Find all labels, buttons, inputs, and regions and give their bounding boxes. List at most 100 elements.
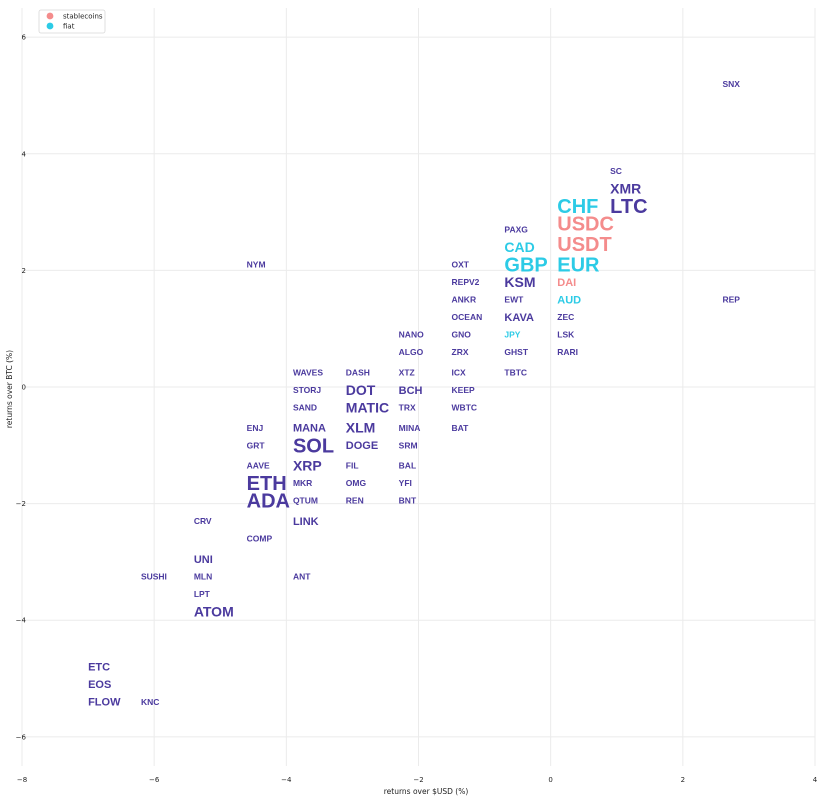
data-label-wbtc: WBTC <box>452 402 478 412</box>
data-label-bat: BAT <box>452 423 470 433</box>
data-label-dash: DASH <box>346 367 370 377</box>
data-label-ankr: ANKR <box>452 295 477 305</box>
data-label-link: LINK <box>293 516 319 528</box>
data-label-eos: EOS <box>88 679 111 691</box>
data-label-enj: ENJ <box>247 423 264 433</box>
data-label-nym: NYM <box>247 260 266 270</box>
data-label-sushi: SUSHI <box>141 571 167 581</box>
legend-frame <box>38 9 106 34</box>
data-label-sol: SOL <box>293 435 334 457</box>
data-label-algo: ALGO <box>399 347 424 357</box>
data-label-mana: MANA <box>293 423 326 435</box>
data-label-uni: UNI <box>194 554 213 566</box>
x-tick-label: 2 <box>681 776 685 784</box>
y-tick-label: 2 <box>22 267 26 275</box>
data-label-atom: ATOM <box>194 603 234 619</box>
y-tick-label: 6 <box>22 34 27 42</box>
data-label-sc: SC <box>610 166 622 176</box>
data-label-nano: NANO <box>399 329 424 339</box>
data-label-xtz: XTZ <box>399 367 415 377</box>
legend-marker-stablecoins <box>46 12 54 20</box>
data-label-srm: SRM <box>399 440 418 450</box>
data-label-ltc: LTC <box>610 196 647 218</box>
data-label-ren: REN <box>346 496 364 506</box>
data-label-matic: MATIC <box>346 399 389 415</box>
data-label-aud: AUD <box>557 294 581 306</box>
data-label-aave: AAVE <box>247 461 270 471</box>
data-label-tbtc: TBTC <box>504 367 527 377</box>
data-label-eth: ETH <box>247 473 287 495</box>
data-label-eur: EUR <box>557 255 600 277</box>
data-label-qtum: QTUM <box>293 496 318 506</box>
data-label-mina: MINA <box>399 423 421 433</box>
data-label-crv: CRV <box>194 516 212 526</box>
y-tick-label: −4 <box>16 617 27 625</box>
data-label-fil: FIL <box>346 461 359 471</box>
data-label-zrx: ZRX <box>452 347 469 357</box>
data-label-mkr: MKR <box>293 478 312 488</box>
x-tick-label: −6 <box>149 776 160 784</box>
data-label-keep: KEEP <box>452 385 475 395</box>
data-label-xlm: XLM <box>346 420 376 436</box>
data-label-ksm: KSM <box>504 274 535 290</box>
x-tick-label: −8 <box>17 776 27 784</box>
legend-marker-fiat <box>46 22 54 30</box>
data-label-usdt: USDT <box>557 234 611 256</box>
data-label-ewt: EWT <box>504 295 524 305</box>
y-tick-label: −2 <box>16 500 26 508</box>
data-label-oxt: OXT <box>452 260 470 270</box>
data-label-sand: SAND <box>293 402 317 412</box>
data-label-rep: REP <box>722 295 740 305</box>
y-tick-label: 0 <box>22 384 26 392</box>
y-tick-label: 4 <box>22 150 27 158</box>
data-label-repv2: REPV2 <box>452 277 480 287</box>
data-label-bal: BAL <box>399 461 416 471</box>
data-label-snx: SNX <box>722 79 740 89</box>
data-label-chf: CHF <box>557 196 598 218</box>
x-tick-label: 0 <box>548 776 552 784</box>
data-label-omg: OMG <box>346 478 367 488</box>
data-label-ocean: OCEAN <box>452 312 483 322</box>
data-label-bnt: BNT <box>399 496 417 506</box>
data-label-lpt: LPT <box>194 589 211 599</box>
data-label-paxg: PAXG <box>504 225 528 235</box>
data-label-mln: MLN <box>194 571 212 581</box>
data-label-kava: KAVA <box>504 312 534 324</box>
data-label-flow: FLOW <box>88 697 121 709</box>
data-label-zec: ZEC <box>557 312 574 322</box>
data-label-comp: COMP <box>247 534 273 544</box>
data-label-storj: STORJ <box>293 385 321 395</box>
grid-lines <box>21 8 816 766</box>
x-axis-label: returns over $USD (%) <box>384 787 469 796</box>
data-label-dot: DOT <box>346 382 376 398</box>
data-label-usdc: USDC <box>557 214 614 236</box>
data-label-rari: RARI <box>557 347 578 357</box>
data-label-doge: DOGE <box>346 440 378 452</box>
data-label-trx: TRX <box>399 402 416 412</box>
data-label-jpy: JPY <box>504 329 520 339</box>
y-axis-label: returns over BTC (%) <box>5 350 14 428</box>
x-tick-label: −4 <box>281 776 292 784</box>
x-tick-label: 4 <box>813 776 818 784</box>
legend-label-fiat: fiat <box>63 23 75 31</box>
y-tick-label: −6 <box>16 733 27 741</box>
data-labels: SNX SC XMR CHF LTC PAXG USDC CAD USDT GBP EUR NYM OX… <box>88 79 740 709</box>
data-label-bch: BCH <box>399 385 423 397</box>
data-label-knc: KNC <box>141 697 159 707</box>
data-label-xrp: XRP <box>293 458 322 474</box>
data-label-ada: ADA <box>247 491 290 513</box>
data-label-yfi: YFI <box>399 478 412 488</box>
data-label-lsk: LSK <box>557 329 575 339</box>
data-label-icx: ICX <box>452 367 467 377</box>
data-label-cad: CAD <box>504 239 534 255</box>
x-tick-label: −2 <box>413 776 423 784</box>
legend: stablecoins fiat <box>38 9 106 34</box>
legend-label-stablecoins: stablecoins <box>63 13 103 21</box>
axis-ticks: −8 −6 −4 −2 0 2 4 −6 −4 −2 0 2 4 6 <box>16 34 818 784</box>
data-label-gbp: GBP <box>504 255 547 277</box>
data-label-grt: GRT <box>247 440 266 450</box>
data-label-ant: ANT <box>293 571 311 581</box>
data-label-dai: DAI <box>557 277 576 289</box>
data-label-gno: GNO <box>452 329 472 339</box>
